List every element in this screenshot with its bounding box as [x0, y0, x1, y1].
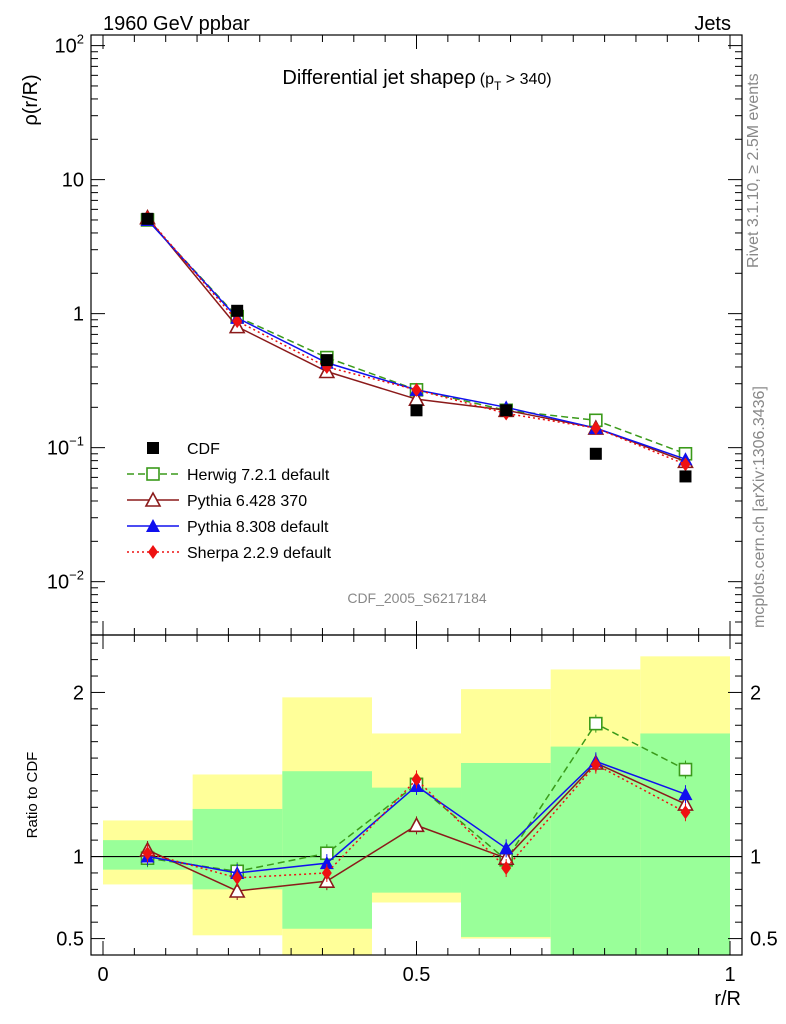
legend-marker: [146, 519, 160, 532]
ratio-y-tick-label-right: 0.5: [750, 929, 778, 951]
main-title-sub: T: [494, 79, 502, 93]
main-title: Differential jet shapeρ (pT > 340): [282, 67, 551, 93]
legend-marker: [147, 442, 159, 454]
legend-label: Pythia 6.428 370: [187, 493, 307, 510]
legend-marker: [148, 545, 158, 559]
uncertainty-band-inner: [371, 787, 462, 893]
legend-label: Sherpa 2.2.9 default: [187, 545, 332, 562]
main-data-point: [320, 354, 333, 367]
ratio-x-tick-label: 0: [97, 964, 108, 986]
legend-label: Pythia 8.308 default: [187, 519, 329, 536]
main-y-tick-label: 102: [55, 32, 84, 58]
uncertainty-band-inner: [550, 746, 641, 955]
main-y-tick-base: 10: [55, 36, 77, 58]
ratio-data-point: [228, 882, 246, 898]
ratio-data-point: [411, 772, 422, 787]
main-data-point: [231, 304, 244, 317]
ratio-data-point: [142, 846, 153, 861]
main-y-tick-label: 1: [73, 304, 84, 326]
ratio-y-tick-label: 1: [73, 847, 84, 869]
ratio-y-tick-label-right: 1: [750, 847, 761, 869]
legend-marker: [146, 467, 160, 481]
ratio-data-point: [678, 787, 693, 801]
main-title-cut: > 340): [501, 71, 551, 88]
ratio-data-point: [319, 856, 334, 870]
ratio-data-point: [590, 757, 601, 772]
main-data-point: [410, 404, 423, 417]
legend-label: CDF: [187, 441, 220, 458]
ratio-x-tick-label: 0.5: [403, 964, 431, 986]
main-series-line: [146, 217, 686, 466]
main-data-point: [500, 404, 513, 417]
mcplots-label: mcplots.cern.ch [arXiv:1306.3436]: [751, 386, 768, 628]
main-y-tick-label: 10: [62, 170, 84, 192]
main-ylabel: ρ(r/R): [20, 74, 42, 125]
main-data-point: [141, 212, 154, 225]
main-data-point: [589, 447, 602, 460]
main-y-tick-base: 10: [47, 438, 69, 460]
main-data-point: [680, 457, 691, 472]
main-y-tick-exp: −1: [69, 434, 84, 449]
ratio-data-point: [321, 865, 332, 880]
ratio-data-point: [499, 841, 514, 855]
main-y-tick-base: 10: [47, 572, 69, 594]
header-process: Jets: [694, 13, 731, 35]
main-y-tick-exp: 2: [77, 32, 84, 47]
ratio-data-point: [408, 816, 425, 833]
main-y-tick-label: 10−2: [47, 568, 84, 594]
ratio-data-point: [678, 762, 693, 777]
legend-label: Herwig 7.2.1 default: [187, 467, 330, 484]
ratio-data-point: [501, 861, 512, 876]
ratio-x-tick-label: 1: [724, 964, 735, 986]
header-energy: 1960 GeV ppbar: [103, 13, 250, 35]
ratio-y-tick-label: 0.5: [56, 929, 84, 951]
main-y-tick-label: 10−1: [47, 434, 84, 460]
main-data-point: [679, 470, 692, 483]
main-series-line: [146, 217, 686, 463]
ratio-data-point: [232, 870, 243, 885]
main-data-point: [411, 382, 422, 397]
main-data-point: [232, 314, 243, 329]
legend-marker: [144, 491, 162, 507]
legend: CDF Herwig 7.2.1 default Pythia 6.428 370 P…: [127, 441, 332, 562]
ratio-data-point: [680, 805, 691, 820]
main-data-point: [590, 421, 601, 436]
ratio-data-point: [589, 716, 603, 731]
ratio-xlabel: r/R: [714, 988, 741, 1010]
main-series-line: [146, 219, 686, 455]
main-title-suffix: (p: [480, 71, 494, 88]
ratio-y-tick-label-right: 2: [750, 682, 761, 704]
ratio-y-tick-label: 2: [73, 682, 84, 704]
main-title-text: Differential jet shapeρ: [282, 67, 475, 89]
main-y-tick-exp: −2: [69, 568, 84, 583]
analysis-watermark: CDF_2005_S6217184: [347, 590, 487, 606]
rivet-label: Rivet 3.1.10, ≥ 2.5M events: [745, 73, 762, 268]
ratio-plot: 0 0.5 1 0.5 0.5 1 1 2 2: [56, 634, 778, 986]
ratio-ylabel: Ratio to CDF: [24, 752, 41, 839]
